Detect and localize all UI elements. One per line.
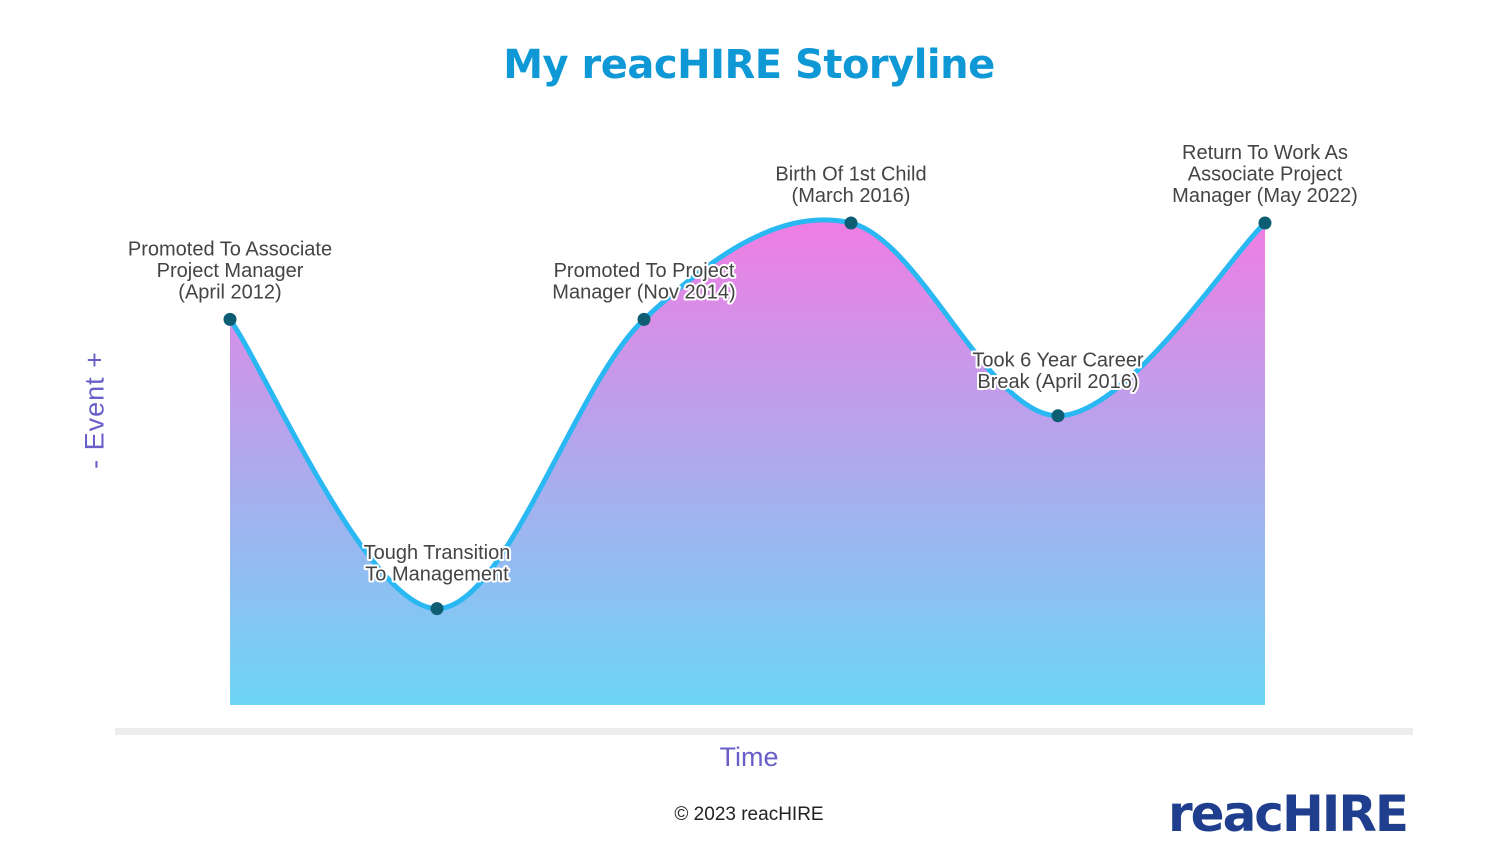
y-axis-label: - Event + — [79, 351, 110, 469]
data-point — [844, 216, 858, 230]
data-label: Birth Of 1st Child — [775, 164, 926, 186]
data-label: Manager (May 2022) — [1172, 185, 1358, 207]
data-label: Promoted To Project — [554, 260, 735, 282]
data-label: Took 6 Year Career — [972, 349, 1144, 371]
data-label: Project Manager — [157, 260, 304, 282]
data-label: Associate Project — [1188, 164, 1343, 186]
data-point — [223, 312, 237, 326]
data-label: To Management — [365, 564, 509, 586]
data-point — [1258, 216, 1272, 230]
chart-title: My reacHIRE Storyline — [503, 42, 995, 88]
data-point — [637, 312, 651, 326]
data-label: Promoted To Associate — [128, 238, 332, 260]
data-label: Break (April 2016) — [977, 371, 1138, 393]
data-point — [1051, 409, 1065, 423]
data-label: (April 2012) — [178, 281, 281, 303]
reachire-logo: reacHIRE — [1168, 785, 1409, 843]
area-fill — [230, 219, 1265, 706]
data-point — [430, 602, 444, 616]
data-label: Tough Transition — [364, 542, 511, 564]
x-axis-line — [115, 728, 1413, 735]
data-points — [223, 216, 1272, 616]
data-label: Return To Work As — [1182, 142, 1348, 164]
x-axis-label: Time — [719, 742, 779, 772]
data-label: Manager (Nov 2014) — [552, 281, 735, 303]
series-line — [227, 217, 1268, 612]
copyright-text: © 2023 reacHIRE — [674, 804, 824, 825]
data-label: (March 2016) — [792, 185, 911, 207]
